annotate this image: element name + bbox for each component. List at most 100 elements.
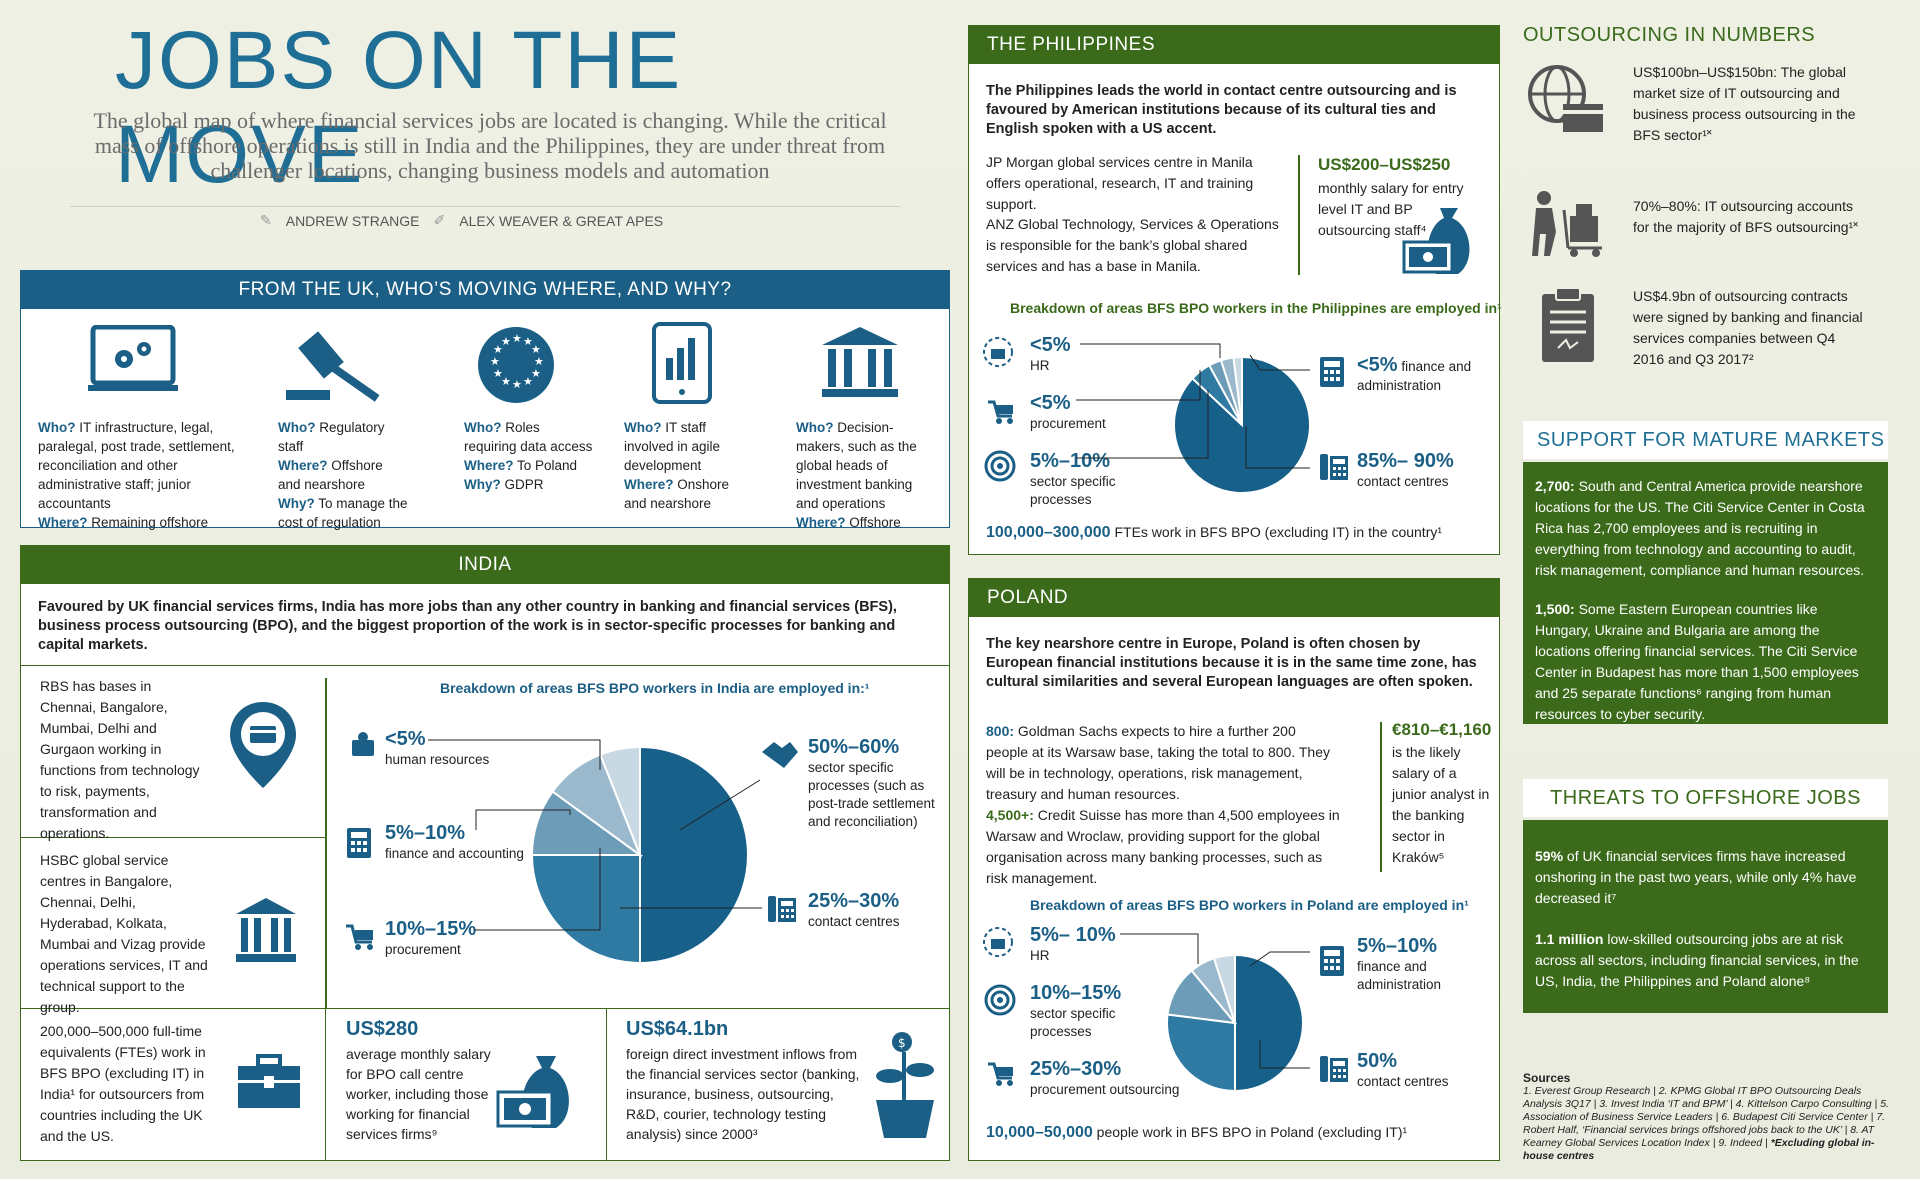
ph-label-contact: 85%– 90% contact centres bbox=[1357, 450, 1454, 489]
divider bbox=[70, 206, 900, 207]
poland-lead: The key nearshore centre in Europe, Pola… bbox=[986, 636, 1477, 690]
uk-item-1: Who? IT infrastructure, legal, paralegal… bbox=[38, 420, 235, 530]
trolley-icon bbox=[988, 400, 1013, 424]
rbs-text: RBS has bases in Chennai, Bangalore, Mum… bbox=[40, 678, 200, 841]
pl-label-procurement: 25%–30% procurement outsourcing bbox=[1030, 1058, 1180, 1097]
svg-text:★: ★ bbox=[523, 335, 533, 348]
bank-icon bbox=[236, 898, 296, 962]
ph-leader-lines bbox=[1076, 343, 1310, 469]
hr-icon bbox=[983, 337, 1013, 367]
ph-label-hr: <5% HR bbox=[1030, 334, 1071, 373]
page-subtitle: The global map of where financial servic… bbox=[93, 108, 887, 183]
svg-text:★: ★ bbox=[493, 343, 503, 356]
india-label-sector: 50%–60% sector specific processes (such a… bbox=[808, 736, 935, 829]
philippines-chart-title: Breakdown of areas BFS BPO workers in th… bbox=[1010, 300, 1502, 316]
philippines-lead: The Philippines leads the world in conta… bbox=[986, 83, 1457, 137]
india-chart-title: Breakdown of areas BFS BPO workers in In… bbox=[440, 680, 870, 696]
ph-label-sector: 5%–10% sector specific processes bbox=[1030, 450, 1116, 507]
sources: Sources 1. Everest Group Research | 2. K… bbox=[1523, 1071, 1893, 1163]
handshake-icon bbox=[762, 742, 798, 768]
calculator-icon bbox=[1320, 946, 1344, 976]
poland-salary-text: is the likely salary of a junior analyst… bbox=[1392, 744, 1490, 865]
uk-item-5: Who? Decision-makers, such as the global… bbox=[796, 420, 917, 530]
pie-slice-sector-specific-processes bbox=[639, 745, 749, 965]
threats-header-box: THREATS TO OFFSHORE JOBS bbox=[1523, 779, 1888, 817]
ftes-text: 200,000–500,000 full-time equivalents (F… bbox=[40, 1023, 206, 1144]
philippines-header: THE PHILIPPINES bbox=[969, 26, 1499, 64]
india-label-contact: 25%–30% contact centres bbox=[808, 890, 900, 929]
mature-header: SUPPORT FOR MATURE MARKETS bbox=[1537, 429, 1885, 451]
india-fdi-text: foreign direct investment inflows from t… bbox=[626, 1046, 860, 1142]
pl-footer: 10,000–50,000 people work in BFS BPO in … bbox=[986, 1124, 1408, 1141]
mature-p1: 2,700: South and Central America provide… bbox=[1535, 478, 1865, 578]
uk-item-4: Who? IT staff involved in agile developm… bbox=[624, 420, 730, 511]
threats-box: 59% of UK financial services firms have … bbox=[1523, 820, 1888, 1013]
india-salary-value: US$280 bbox=[346, 1018, 419, 1040]
tablet-chart-icon bbox=[652, 322, 712, 404]
poland-pie-chart bbox=[1166, 953, 1304, 1093]
threats-p2: 1.1 million low-skilled outsourcing jobs… bbox=[1535, 931, 1859, 989]
briefcase-icon bbox=[238, 1054, 300, 1108]
ph-label-procurement: <5% procurement bbox=[1030, 392, 1106, 431]
ph-footer: 100,000–300,000 FTEs work in BFS BPO (ex… bbox=[986, 524, 1443, 541]
trolley-icon bbox=[988, 1062, 1013, 1086]
pie-slice-procurement-outsourcing bbox=[1166, 1013, 1236, 1093]
india-header: INDIA bbox=[21, 546, 949, 584]
jpm-text: JP Morgan global services centre in Mani… bbox=[986, 154, 1254, 212]
money-bag-icon bbox=[1402, 208, 1470, 274]
pie-slice-finance-and-administration bbox=[1232, 355, 1243, 426]
phone-icon bbox=[1320, 1056, 1348, 1082]
india-panel: INDIA bbox=[20, 545, 950, 1161]
svg-text:★: ★ bbox=[501, 335, 511, 348]
eu-stars-icon: ★ ★★★ ★★★★ ★★★★ bbox=[478, 327, 554, 403]
svg-text:★: ★ bbox=[523, 375, 533, 388]
pencil-icon: ✐ bbox=[433, 212, 446, 228]
philippines-salary-value: US$200–US$250 bbox=[1318, 155, 1451, 174]
worker-trolley-icon bbox=[1532, 191, 1602, 257]
calculator-icon bbox=[1320, 357, 1344, 387]
mature-header-box: SUPPORT FOR MATURE MARKETS bbox=[1523, 421, 1888, 459]
gavel-icon bbox=[286, 331, 380, 402]
svg-text:★: ★ bbox=[531, 367, 541, 380]
mature-box: 2,700: South and Central America provide… bbox=[1523, 462, 1888, 724]
svg-text:★: ★ bbox=[512, 332, 522, 345]
philippines-salary-text: monthly salary for entry level IT and BP… bbox=[1318, 180, 1464, 238]
india-label-finance: 5%–10% finance and accounting bbox=[385, 822, 524, 861]
svg-text:★: ★ bbox=[534, 355, 544, 368]
india-salary-text: average monthly salary for BPO call cent… bbox=[346, 1046, 491, 1142]
uk-item-3: Who? Roles requiring data access Where? … bbox=[464, 420, 593, 492]
phone-icon bbox=[768, 896, 796, 922]
india-divider bbox=[325, 678, 327, 1008]
hsbc-text: HSBC global service centres in Bangalore… bbox=[40, 852, 208, 1015]
pl-label-contact: 50% contact centres bbox=[1357, 1050, 1449, 1089]
india-label-procurement: 10%–15% procurement bbox=[385, 918, 477, 957]
svg-text:★: ★ bbox=[531, 343, 541, 356]
poland-header: POLAND bbox=[969, 579, 1499, 617]
bank-icon bbox=[822, 327, 898, 397]
india-lead: Favoured by UK financial services firms,… bbox=[38, 599, 897, 653]
svg-text:★: ★ bbox=[512, 378, 522, 391]
goldman-text: 800: Goldman Sachs expects to hire a fur… bbox=[986, 723, 1330, 802]
pie-slice-contact-centres bbox=[530, 854, 641, 965]
threats-p1: 59% of UK financial services firms have … bbox=[1535, 848, 1857, 906]
poland-salary-value: €810–€1,160 bbox=[1392, 720, 1492, 739]
india-leader-lines bbox=[428, 739, 762, 931]
pl-label-sector: 10%–15% sector specific processes bbox=[1030, 982, 1122, 1039]
globe-card-icon bbox=[1528, 65, 1603, 132]
pie-slice-HR bbox=[1212, 953, 1236, 1024]
threats-header: THREATS TO OFFSHORE JOBS bbox=[1550, 787, 1861, 809]
poland-chart-title: Breakdown of areas BFS BPO workers in Po… bbox=[1030, 897, 1469, 913]
sources-title: Sources bbox=[1523, 1071, 1571, 1085]
pie-slice-contact-centres bbox=[1234, 953, 1304, 1093]
pl-leader-lines bbox=[1120, 933, 1310, 1069]
svg-text:★: ★ bbox=[501, 375, 511, 388]
numbers-header: OUTSOURCING IN NUMBERS bbox=[1523, 24, 1816, 46]
trolley-icon bbox=[346, 924, 373, 950]
clipboard-icon bbox=[1542, 287, 1594, 362]
pl-label-finance: 5%–10% finance and administration bbox=[1357, 935, 1442, 992]
hr-icon bbox=[352, 732, 374, 756]
poland-panel: POLAND bbox=[968, 578, 1500, 1161]
money-bag-icon bbox=[496, 1056, 569, 1128]
numbers-item-1: US$100bn–US$150bn: The global market siz… bbox=[1633, 64, 1856, 143]
pen-icon: ✎ bbox=[260, 212, 272, 228]
